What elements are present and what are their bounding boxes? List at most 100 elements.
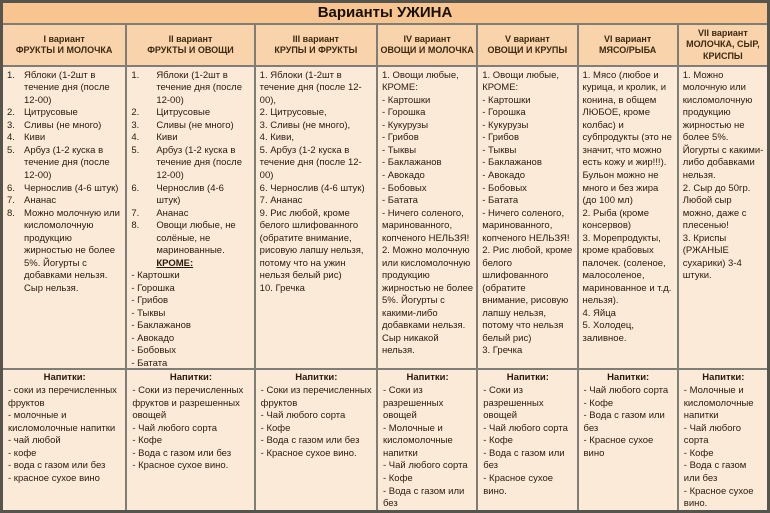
item-text: - Батата — [131, 357, 168, 369]
item-text: - Грибов — [381, 132, 419, 144]
category-label: МЯСО/РЫБА — [599, 44, 657, 55]
item-text: 4. Яйца — [582, 307, 616, 319]
item-text: 3. Сливы (не много), — [259, 119, 351, 131]
body-row: 1. Яблоки (1-2шт в течение дня (после 12-… — [3, 66, 767, 370]
column-header-7: VII вариант МОЛОЧКА, СЫР, КРИСПЫ — [678, 25, 767, 67]
list-item: - Авокадо — [382, 170, 473, 183]
item-number: 8. — [7, 207, 15, 219]
item-text: КРОМЕ: — [156, 257, 194, 269]
column-header-4: IV вариант ОВОЩИ И МОЛОЧКА — [377, 25, 479, 67]
drinks-heading: Напитки: — [406, 371, 449, 383]
list-item: - Авокадо — [131, 333, 250, 346]
column-4-drinks: Напитки: - Соки из разрешенных овощей - М… — [378, 369, 479, 510]
drink-item: - кофе — [7, 448, 122, 461]
column-6-drinks: Напитки: - Чай любого сорта - Кофе - Вода … — [579, 369, 679, 510]
drink-item: - Вода с газом или без — [583, 410, 674, 435]
column-6-items: 1. Мясо (любое и курица, и кролик, и кон… — [578, 66, 679, 370]
list-item: 1. Мясо (любое и курица, и кролик, и кон… — [583, 70, 674, 208]
drink-text: - Чай любого сорта — [583, 385, 669, 397]
drinks-list: - Соки из перечисленных фруктов и разреш… — [131, 385, 250, 473]
drink-item: - Красное сухое вино. — [482, 473, 573, 498]
item-number: 6. — [7, 182, 15, 194]
drinks-list: - Соки из разрешенных овощей - Чай любого… — [482, 385, 573, 498]
column-header-1: I вариант ФРУКТЫ И МОЛОЧКА — [3, 25, 128, 67]
list-item: - Картошки — [382, 95, 473, 108]
drink-item: - Кофе — [131, 435, 250, 448]
item-text: - Баклажанов — [381, 157, 442, 169]
item-text: - Кукурузы — [482, 119, 529, 131]
list-item: - Авокадо — [482, 170, 573, 183]
list-item: 7. Ананас — [131, 208, 250, 221]
drink-text: - Кофе — [382, 473, 413, 484]
variant-label: II вариант — [168, 33, 213, 44]
list-item: 10. Гречка — [260, 283, 373, 296]
item-number: 7. — [131, 207, 140, 219]
list-item: - Грибов — [382, 132, 473, 145]
list-item: 1. Яблоки (1-2шт в течение дня (после 12-… — [131, 70, 250, 108]
header-row: I вариант ФРУКТЫ И МОЛОЧКА II вариант ФР… — [3, 25, 767, 67]
variant-label: III вариант — [292, 33, 339, 44]
list-item: 4. Киви — [7, 132, 122, 145]
table-title: Варианты УЖИНА — [3, 3, 767, 25]
drink-text: - Чай любого сорта — [683, 422, 742, 447]
list-item: - Батата — [382, 195, 473, 208]
item-text: - Баклажанов — [131, 320, 191, 332]
item-text: 2. Цитрусовые, — [259, 107, 327, 119]
list-item: - Баклажанов — [482, 157, 573, 170]
column-header-5: V вариант ОВОЩИ И КРУПЫ — [478, 25, 579, 67]
drink-item: - Соки из перечисленных фруктов и разреш… — [131, 385, 250, 423]
item-text: - Баклажанов — [482, 157, 542, 169]
category-label: МОЛОЧКА, СЫР, КРИСПЫ — [686, 39, 760, 61]
list-item: КРОМЕ: — [156, 258, 250, 271]
item-text: - Батата — [381, 195, 418, 207]
list-item: 2. Цитрусовые — [131, 107, 250, 120]
item-text: - Бобовых — [381, 182, 427, 194]
item-text: - Грибов — [482, 132, 520, 144]
drink-text: - Чай любого сорта — [260, 410, 346, 422]
list-item: - Баклажанов — [382, 157, 473, 170]
category-label: ОВОЩИ И КРУПЫ — [487, 44, 568, 55]
list-item: 1. Яблоки (1-2шт в течение дня (после 12-… — [7, 70, 122, 108]
item-text: Чернослив (4-6 штук) — [24, 182, 119, 194]
drink-text: - Кофе — [260, 422, 291, 434]
list-item: - Тыквы — [382, 145, 473, 158]
drink-item: - Вода с газом или без — [382, 486, 473, 510]
drink-item: - соки из перечисленных фруктов — [7, 385, 122, 410]
column-7-drinks: Напитки: - Молочные и кисломолочные напи… — [679, 370, 767, 510]
list-item: 4. Киви, — [260, 132, 373, 145]
drinks-list: - соки из перечисленных фруктов - молочны… — [7, 385, 122, 485]
list-item: 5. Арбуз (1-2 куска в течение дня (после… — [260, 145, 373, 183]
drink-text: - Соки из разрешенных овощей — [382, 385, 444, 422]
drink-text: - Кофе — [483, 435, 513, 447]
drink-text: - Красное сухое вино. — [683, 485, 754, 510]
item-text: - Горошка — [381, 107, 426, 119]
list-item: 1. Овощи любые, КРОМЕ: — [482, 70, 573, 95]
drink-text: - Красное сухое вино. — [483, 473, 554, 497]
drink-text: - Кофе — [583, 397, 614, 409]
drink-text: - Вода с газом или без — [583, 410, 665, 434]
category-label: ФРУКТЫ И ОВОЩИ — [147, 44, 234, 55]
list-item: - Грибов — [482, 132, 573, 145]
list-item: - Батата — [131, 357, 250, 369]
drink-item: - Красное сухое вино. — [131, 460, 250, 473]
drink-text: - Красное сухое вино. — [260, 447, 357, 459]
drink-item: - Кофе — [683, 448, 764, 461]
item-text: 5. Холодец, заливное. — [582, 320, 635, 344]
item-text: Цитрусовые — [24, 107, 78, 119]
item-text: - Картошки — [131, 270, 180, 282]
drinks-list: - Молочные и кисломолочные напитки - Чай … — [683, 385, 764, 510]
list-item: - Картошки — [482, 95, 573, 108]
list-item: 6. Чернослив (4-6 штук) — [260, 183, 373, 196]
column-2-drinks: Напитки: - Соки из перечисленных фруктов… — [127, 369, 256, 510]
drinks-heading: Напитки: — [607, 371, 650, 383]
list-item: 5. Арбуз (1-2 куска в течение дня (после … — [131, 145, 250, 183]
drink-item: - Красное сухое вино. — [260, 448, 373, 461]
drinks-list: - Соки из перечисленных фруктов - Чай люб… — [260, 385, 373, 460]
item-text: Арбуз (1-2 куска в течение дня (после 12… — [24, 144, 110, 181]
item-text: 4. Киви, — [259, 132, 295, 144]
list-item: - Бобовых — [482, 183, 573, 196]
column-3-drinks: Напитки: - Соки из перечисленных фруктов… — [256, 369, 378, 510]
drinks-list: - Чай любого сорта - Кофе - Вода с газом и… — [583, 385, 674, 460]
item-text: 1. Овощи любые, КРОМЕ: — [381, 69, 459, 94]
item-text: - Тыквы — [482, 144, 517, 156]
